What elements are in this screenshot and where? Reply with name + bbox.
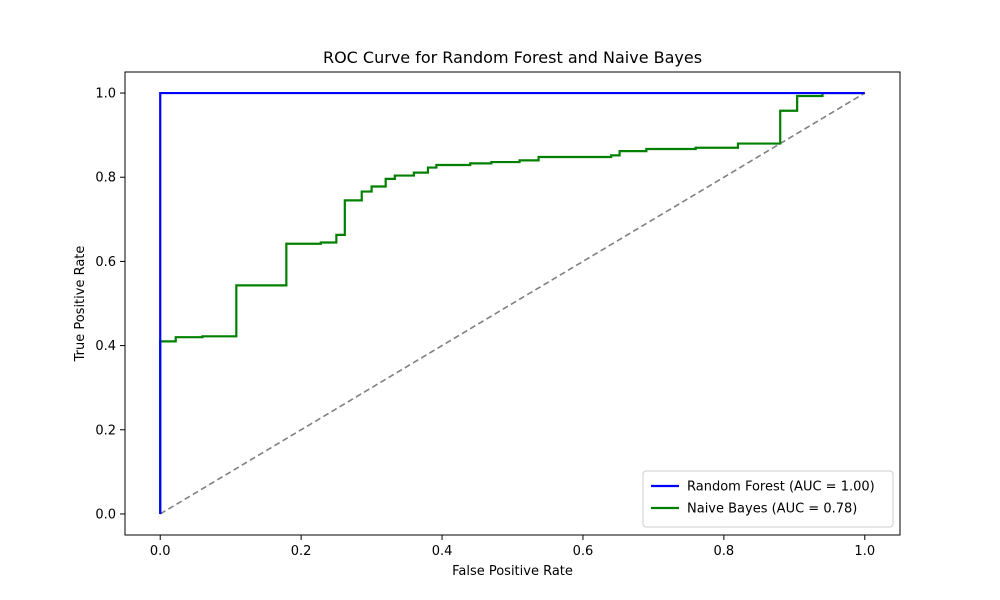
- series-line-naive-bayes: [159, 91, 865, 514]
- y-axis-label: True Positive Rate: [73, 246, 88, 363]
- legend-box: [642, 470, 894, 528]
- x-tick-label: 0.8: [714, 544, 735, 559]
- y-tick-label: 1.0: [95, 87, 116, 102]
- plot-frame: [124, 71, 901, 536]
- series-layer: [159, 91, 866, 515]
- x-tick-label: 0.6: [573, 544, 594, 559]
- y-tick-label: 0.0: [95, 507, 116, 522]
- x-tick-label: 0.4: [432, 544, 453, 559]
- y-tick-label: 0.4: [95, 339, 116, 354]
- legend-label: Random Forest (AUC = 1.00): [687, 480, 875, 495]
- legend: Random Forest (AUC = 1.00) Naive Bayes (A…: [642, 470, 894, 528]
- y-tick-label: 0.8: [95, 171, 116, 186]
- chart-title: ROC Curve for Random Forest and Naive Ba…: [323, 48, 702, 67]
- x-axis-label: False Positive Rate: [452, 564, 573, 579]
- x-axis: 0.0 0.2 0.4 0.6 0.8 1.0: [150, 535, 875, 559]
- series-line-chance-diagonal: [159, 92, 866, 515]
- y-tick-label: 0.6: [95, 255, 116, 270]
- legend-entries: Random Forest (AUC = 1.00) Naive Bayes (A…: [651, 480, 875, 517]
- legend-label: Naive Bayes (AUC = 0.78): [687, 502, 857, 517]
- y-axis: 0.0 0.2 0.4 0.6 0.8 1.0: [95, 87, 125, 522]
- y-tick-label: 0.2: [95, 423, 116, 438]
- x-tick-label: 0.2: [291, 544, 312, 559]
- x-tick-label: 1.0: [854, 544, 875, 559]
- x-tick-label: 0.0: [150, 544, 171, 559]
- series-line-random-forest: [159, 91, 865, 514]
